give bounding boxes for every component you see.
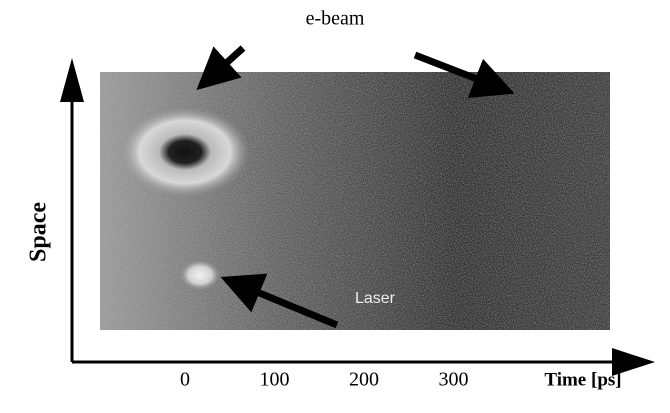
arrows [196,45,515,329]
x-tick-label: 0 [180,369,190,391]
annotation: Laser [355,290,396,307]
x-ticks: 0 100 200 300 [180,369,469,391]
axes [60,58,655,376]
x-tick-label: 300 [439,369,469,391]
streak-image [100,72,610,330]
y-axis-label: Space [26,202,52,262]
title: e-beam [306,8,365,30]
x-tick-label: 200 [349,369,379,391]
x-axis-label: Time [ps] [544,369,621,390]
x-tick-label: 100 [260,369,290,391]
